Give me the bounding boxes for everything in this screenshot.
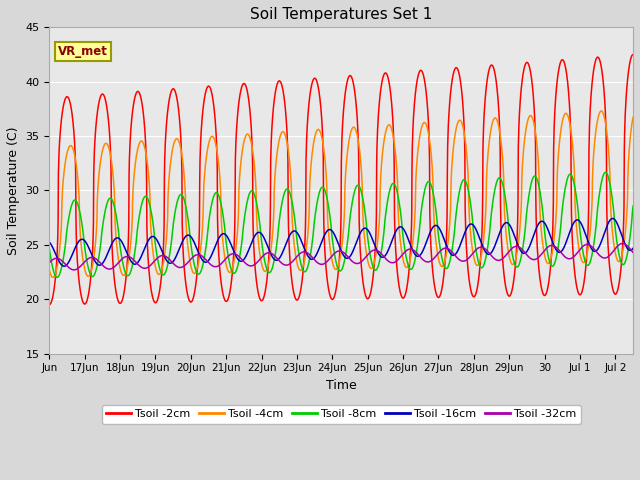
Tsoil -16cm	[76, 238, 83, 243]
Tsoil -32cm	[45, 260, 53, 265]
Tsoil -8cm	[330, 245, 337, 251]
Tsoil -4cm	[506, 253, 513, 259]
Tsoil -8cm	[629, 203, 637, 209]
Tsoil -8cm	[45, 246, 53, 252]
Line: Tsoil -2cm: Tsoil -2cm	[49, 54, 633, 305]
Tsoil -2cm	[505, 293, 513, 299]
Tsoil -8cm	[602, 169, 609, 175]
Tsoil -4cm	[314, 127, 322, 132]
Tsoil -16cm	[45, 239, 53, 245]
Line: Tsoil -4cm: Tsoil -4cm	[49, 111, 633, 277]
Tsoil -32cm	[612, 244, 620, 250]
Tsoil -4cm	[49, 275, 57, 280]
Tsoil -4cm	[330, 263, 337, 269]
Tsoil -32cm	[330, 252, 337, 257]
Tsoil -4cm	[612, 254, 620, 260]
Tsoil -16cm	[314, 248, 322, 254]
Tsoil -8cm	[53, 275, 61, 280]
Tsoil -16cm	[330, 230, 337, 236]
Line: Tsoil -32cm: Tsoil -32cm	[49, 243, 633, 270]
Text: VR_met: VR_met	[58, 45, 108, 58]
Tsoil -2cm	[612, 291, 620, 297]
Tsoil -32cm	[506, 248, 513, 254]
Tsoil -2cm	[330, 296, 337, 302]
Tsoil -32cm	[619, 240, 627, 246]
Tsoil -2cm	[45, 302, 53, 308]
Tsoil -2cm	[314, 82, 321, 87]
Tsoil -16cm	[60, 264, 68, 269]
Tsoil -16cm	[613, 220, 621, 226]
Tsoil -32cm	[629, 250, 637, 255]
X-axis label: Time: Time	[326, 379, 356, 392]
Tsoil -8cm	[612, 236, 620, 241]
Tsoil -2cm	[612, 291, 620, 297]
Tsoil -4cm	[597, 108, 605, 114]
Line: Tsoil -16cm: Tsoil -16cm	[49, 218, 633, 266]
Tsoil -8cm	[314, 195, 322, 201]
Tsoil -16cm	[609, 216, 616, 221]
Tsoil -8cm	[613, 238, 621, 243]
Tsoil -32cm	[76, 264, 83, 270]
Tsoil -16cm	[629, 245, 637, 251]
Tsoil -4cm	[613, 255, 621, 261]
Tsoil -2cm	[629, 51, 637, 57]
Tsoil -32cm	[314, 260, 322, 266]
Tsoil -16cm	[506, 222, 513, 228]
Legend: Tsoil -2cm, Tsoil -4cm, Tsoil -8cm, Tsoil -16cm, Tsoil -32cm: Tsoil -2cm, Tsoil -4cm, Tsoil -8cm, Tsoi…	[102, 405, 580, 424]
Tsoil -8cm	[76, 207, 83, 213]
Tsoil -32cm	[70, 267, 77, 273]
Y-axis label: Soil Temperature (C): Soil Temperature (C)	[7, 126, 20, 255]
Tsoil -8cm	[506, 230, 513, 236]
Tsoil -2cm	[76, 279, 83, 285]
Tsoil -4cm	[45, 267, 53, 273]
Title: Soil Temperatures Set 1: Soil Temperatures Set 1	[250, 7, 433, 22]
Tsoil -4cm	[76, 209, 83, 215]
Tsoil -32cm	[612, 245, 620, 251]
Tsoil -16cm	[612, 219, 620, 225]
Tsoil -4cm	[629, 114, 637, 120]
Line: Tsoil -8cm: Tsoil -8cm	[49, 172, 633, 277]
